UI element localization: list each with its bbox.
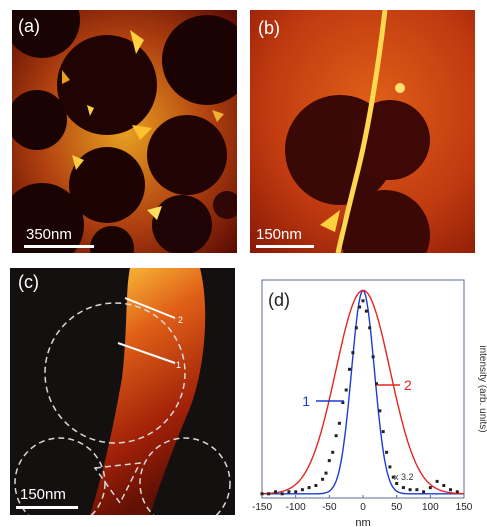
data-point — [401, 486, 405, 490]
panel-d-chart: -150 -100 -50 0 50 100 150 (d) x 3.2 nm intens… — [252, 279, 487, 527]
panel-a-image — [12, 10, 237, 253]
data-point — [294, 490, 298, 494]
data-point — [361, 299, 365, 303]
x-tick-label: -50 — [322, 502, 337, 513]
data-point — [287, 490, 291, 494]
fit-curve-2 — [262, 289, 464, 495]
panel-a-scale-bar — [24, 245, 94, 248]
panel-c: 2 1 (c) 150nm — [10, 268, 235, 515]
panel-b-image — [250, 10, 475, 253]
data-point — [331, 450, 335, 454]
x-tick-label: 0 — [360, 502, 366, 513]
panel-d-tag: (d) — [268, 290, 290, 310]
panel-c-scale-bar — [16, 506, 78, 509]
chart-frame — [261, 279, 465, 499]
data-point — [371, 355, 375, 359]
chart-y-axis-label: intensity (arb. units) — [477, 345, 487, 432]
data-point — [280, 492, 284, 496]
data-point — [449, 488, 452, 492]
data-point — [381, 430, 385, 434]
panel-c-scale-label: 150nm — [20, 486, 66, 503]
panel-c-profile-line-2 — [124, 297, 176, 319]
data-point — [307, 486, 311, 490]
data-point — [415, 488, 419, 492]
data-point — [260, 492, 264, 496]
data-point — [324, 471, 328, 475]
panel-d: -150 -100 -50 0 50 100 150 (d) x 3.2 nm intens… — [244, 268, 487, 527]
data-point — [378, 409, 382, 413]
x-tick-label: 150 — [456, 502, 473, 513]
chart-multiplier-label: x 3.2 — [394, 472, 414, 482]
data-point — [368, 326, 372, 330]
x-tick-label: 50 — [391, 502, 403, 513]
x-tick-label: -150 — [252, 502, 272, 513]
panel-c-line-label-1: 1 — [176, 360, 181, 370]
data-point — [321, 477, 325, 481]
data-point — [300, 488, 304, 492]
data-point — [388, 465, 392, 469]
chart-x-axis-label: nm — [355, 517, 370, 527]
data-point — [354, 326, 358, 330]
data-point — [428, 486, 432, 490]
data-point — [395, 482, 399, 485]
panel-a: (a) 350nm — [12, 10, 237, 253]
data-point — [267, 492, 271, 496]
data-point — [341, 401, 345, 404]
panel-b-scale-bar — [256, 245, 314, 248]
data-point — [422, 490, 426, 494]
data-point — [314, 484, 318, 487]
panel-b-scale-label: 150nm — [256, 226, 302, 243]
panel-c-image: 2 1 — [10, 268, 235, 515]
data-point — [327, 459, 331, 463]
legend-label-1: 1 — [302, 393, 310, 409]
data-point — [408, 488, 412, 492]
data-point — [337, 421, 341, 425]
data-point — [348, 367, 351, 371]
data-point — [334, 434, 338, 438]
data-point — [358, 305, 362, 309]
data-point — [344, 388, 348, 392]
data-point — [351, 351, 355, 355]
data-point — [455, 490, 459, 494]
legend-label-2: 2 — [404, 377, 412, 393]
panel-a-scale-label: 350nm — [26, 226, 72, 243]
data-point — [435, 479, 439, 483]
data-point — [364, 309, 368, 313]
data-point — [385, 450, 389, 454]
panel-a-tag: (a) — [18, 16, 40, 36]
data-point — [375, 382, 378, 386]
panel-b-tag: (b) — [258, 18, 280, 38]
panel-c-line-label-2: 2 — [178, 315, 183, 325]
panel-c-profile-line-1 — [117, 342, 176, 364]
data-point — [391, 475, 395, 479]
x-tick-label: 100 — [422, 502, 439, 513]
panel-b: (b) 150nm — [250, 10, 475, 253]
data-point — [274, 490, 277, 494]
panel-c-dashed-outlines — [14, 302, 231, 515]
x-tick-label: -100 — [286, 502, 306, 513]
data-point — [442, 484, 446, 487]
panel-c-tag: (c) — [18, 272, 39, 292]
